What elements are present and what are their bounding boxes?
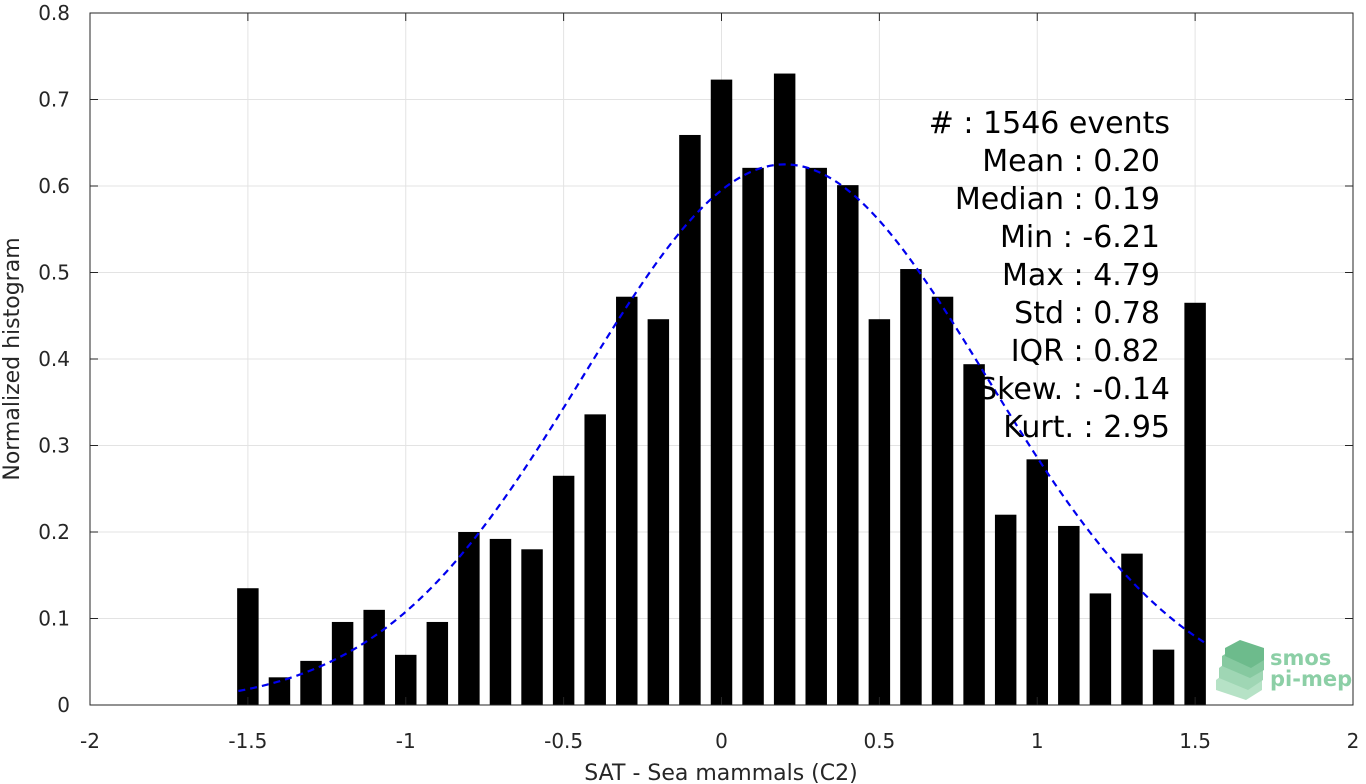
histogram-bar [1121,553,1143,705]
x-tick-label: 0 [715,729,728,753]
histogram-bar [679,134,701,706]
stat-line: # : 1546 events [929,106,1170,141]
histogram-bar [521,549,543,705]
histogram-bar [963,364,985,705]
tick-labels: -2 -1.5 -1 -0.5 0 0.5 1 1.5 2 0 0.1 0.2 0.3 0.4 0.5 0.6… [38,1,1359,753]
stat-line: Kurt. : 2.95 [1003,410,1170,445]
histogram-bar [931,296,954,705]
histogram-bar [489,538,512,705]
histogram-bar [331,621,354,705]
histogram-bars [237,73,1206,706]
histogram-bar [1089,593,1112,705]
y-tick-label: 0.1 [38,607,70,631]
histogram-bar [994,514,1017,705]
x-tick-label: 0.5 [863,729,895,753]
smos-pi-mep-logo: smos pi-mep [1216,640,1352,700]
y-tick-label: 0.7 [38,88,70,112]
x-tick-label: 2 [1347,729,1360,753]
logo-text-line2: pi-mep [1270,667,1352,691]
y-tick-label: 0 [57,693,70,717]
histogram-bar [710,79,733,706]
x-tick-label: 1 [1031,729,1044,753]
histogram-bar [363,609,385,705]
histogram-bar [268,677,291,705]
histogram-bar [647,319,670,705]
histogram-bar [426,621,449,705]
x-tick-label: 1.5 [1179,729,1211,753]
stat-line: IQR : 0.82 [1011,334,1160,369]
y-axis-label: Normalized histogram [0,237,25,480]
histogram-bar [237,588,259,705]
stat-line: Max : 4.79 [1002,258,1160,293]
histogram-bar [1152,649,1175,705]
histogram-bar [395,654,417,705]
histogram-bar [300,660,322,705]
y-tick-label: 0.3 [38,434,70,458]
axes-frame [89,12,1354,706]
x-tick-label: -0.5 [544,729,583,753]
y-tick-label: 0.5 [38,261,70,285]
y-tick-label: 0.2 [38,520,70,544]
histogram-bar [584,414,606,705]
y-tick-label: 0.4 [38,347,70,371]
histogram-bar [1026,459,1048,705]
x-axis-label: SAT - Sea mammals (C2) [584,761,857,784]
histogram-bar [1058,525,1080,705]
histogram-bar [805,167,827,705]
logo-graphic-icon [1216,640,1264,700]
y-tick-label: 0.8 [38,1,70,25]
histogram-bar [742,167,764,705]
histogram-bar [900,269,922,705]
histogram-bar [773,73,796,706]
histogram-bar [552,475,575,705]
histogram-bar [458,532,480,705]
x-tick-label: -1.5 [228,729,267,753]
histogram-bar [837,185,859,705]
stat-line: Median : 0.19 [955,182,1160,217]
stat-line: Std : 0.78 [1014,296,1160,331]
histogram-bar [868,319,891,705]
x-tick-label: -1 [396,729,416,753]
x-tick-label: -2 [80,729,100,753]
stat-line: Min : -6.21 [1000,220,1160,255]
logo-text-line1: smos [1270,646,1331,670]
stat-line: Skew. : -0.14 [978,372,1170,407]
histogram-bar [1184,302,1206,705]
histogram-bar [616,296,638,705]
y-tick-label: 0.6 [38,174,70,198]
stat-line: Mean : 0.20 [982,144,1160,179]
